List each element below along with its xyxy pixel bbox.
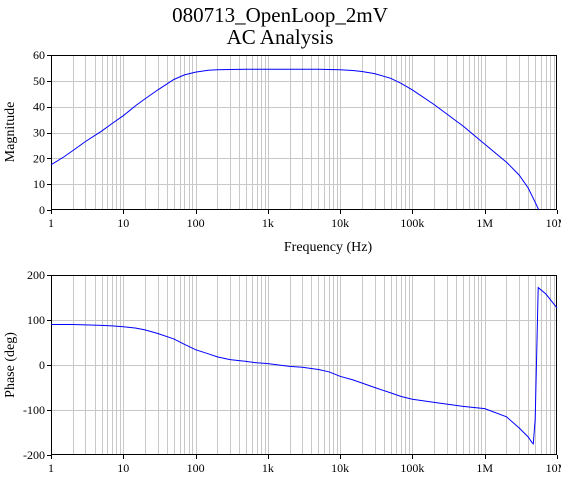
y-tick-label: 10 xyxy=(33,177,45,191)
y-tick-label: 60 xyxy=(33,48,45,62)
y-tick-label: -200 xyxy=(23,448,45,462)
x-tick-label: 1M xyxy=(476,216,493,230)
y-tick-label: 100 xyxy=(27,313,45,327)
x-axis-label: Frequency (Hz) xyxy=(284,240,373,255)
x-tick-label: 100 xyxy=(187,216,205,230)
y-tick-label: -100 xyxy=(23,403,45,417)
x-tick-label: 100k xyxy=(400,461,424,475)
x-tick-label: 10k xyxy=(331,461,349,475)
x-tick-label: 10k xyxy=(331,216,349,230)
y-tick-label: 50 xyxy=(33,74,45,88)
y-axis-label: Phase (deg) xyxy=(3,332,18,398)
chart-subtitle: AC Analysis xyxy=(227,25,334,49)
x-tick-label: 1k xyxy=(262,216,274,230)
y-axis-label: Magnitude xyxy=(3,102,18,163)
chart-title: 080713_OpenLoop_2mV xyxy=(172,3,388,27)
magnitude-plot: 1 10 100 1k 10k 100k 1M 10M 0 10 20 30 40 50 60 Magnitu… xyxy=(3,48,561,255)
y-tick-label: 0 xyxy=(39,358,45,372)
phase-plot: 1 10 100 1k 10k 100k 1M 10M -200 -100 0 100 200 Phase… xyxy=(3,268,561,475)
y-tick-label: 40 xyxy=(33,100,45,114)
y-tick-label: 200 xyxy=(27,268,45,282)
plot-frame xyxy=(51,275,557,455)
x-tick-label: 10M xyxy=(546,461,561,475)
series-line xyxy=(50,68,540,211)
series-line xyxy=(51,286,558,445)
x-tick-label: 1 xyxy=(48,216,54,230)
plot-frame xyxy=(51,55,557,210)
y-tick-label: 20 xyxy=(33,151,45,165)
x-tick-label: 10M xyxy=(546,216,561,230)
y-tick-label: 0 xyxy=(39,203,45,217)
x-tick-label: 100 xyxy=(187,461,205,475)
y-tick-label: 30 xyxy=(33,126,45,140)
x-tick-label: 10 xyxy=(117,461,129,475)
x-tick-label: 1 xyxy=(48,461,54,475)
x-tick-label: 1k xyxy=(262,461,274,475)
x-tick-label: 100k xyxy=(400,216,424,230)
x-tick-label: 1M xyxy=(476,461,493,475)
x-tick-label: 10 xyxy=(117,216,129,230)
